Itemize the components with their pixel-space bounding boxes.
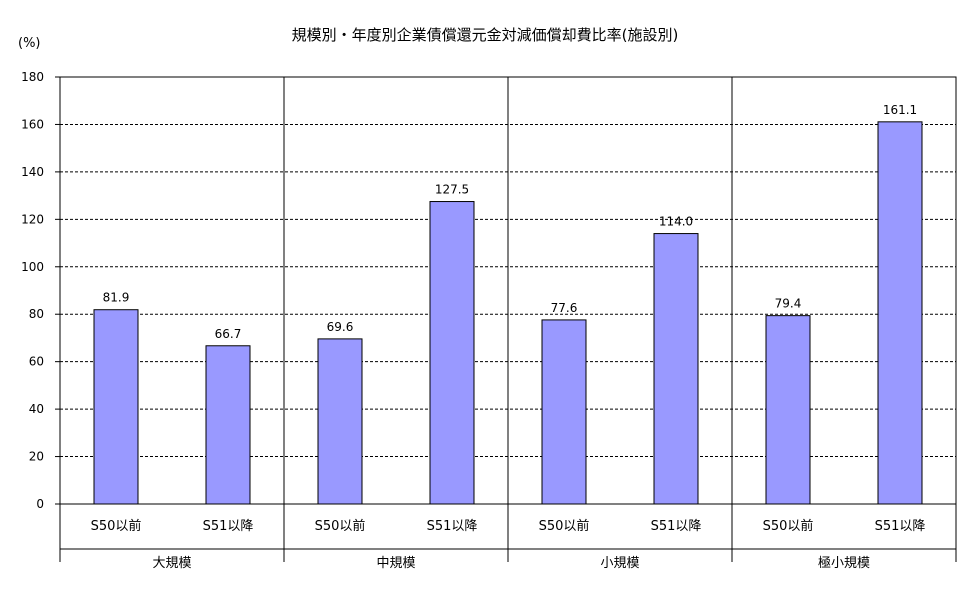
category-label: S50以前 xyxy=(91,518,142,534)
y-axis-unit: (%) xyxy=(18,36,41,51)
y-tick-label: 140 xyxy=(21,165,44,179)
data-label: 69.6 xyxy=(327,320,354,334)
y-tick-label: 120 xyxy=(21,212,44,226)
bar xyxy=(541,319,587,505)
group-label: 中規模 xyxy=(376,556,415,571)
group-label: 小規模 xyxy=(600,556,639,571)
y-tick-label: 60 xyxy=(29,355,44,369)
data-label: 114.0 xyxy=(659,215,693,229)
y-tick-label: 80 xyxy=(29,307,44,321)
category-label: S51以降 xyxy=(203,519,254,534)
data-label: 81.9 xyxy=(103,291,130,305)
y-tick-label: 0 xyxy=(36,497,44,511)
category-label: S50以前 xyxy=(315,518,366,534)
bar xyxy=(205,345,251,505)
y-tick-label: 180 xyxy=(21,70,44,84)
group-label: 大規模 xyxy=(152,556,191,571)
y-tick-label: 40 xyxy=(29,402,44,416)
y-tick-label: 100 xyxy=(21,260,44,274)
y-tick-label: 20 xyxy=(29,450,44,464)
bar xyxy=(317,338,363,505)
y-tick-label: 160 xyxy=(21,117,44,131)
data-label: 79.4 xyxy=(775,297,802,311)
bar xyxy=(653,233,699,505)
category-label: S51以降 xyxy=(651,519,702,534)
category-label: S50以前 xyxy=(539,518,590,534)
category-label: S50以前 xyxy=(763,518,814,534)
bar xyxy=(93,309,139,505)
chart-title: 規模別・年度別企業債償還元金対減価償却費比率(施設別) xyxy=(291,26,679,44)
data-label: 127.5 xyxy=(435,183,469,197)
category-label: S51以降 xyxy=(427,519,478,534)
data-label: 77.6 xyxy=(551,301,578,315)
bar xyxy=(877,121,923,505)
category-label: S51以降 xyxy=(875,519,926,534)
bar xyxy=(429,201,475,505)
bar xyxy=(765,315,811,505)
data-label: 161.1 xyxy=(883,103,917,117)
data-label: 66.7 xyxy=(215,327,242,341)
group-label: 極小規模 xyxy=(818,555,870,571)
